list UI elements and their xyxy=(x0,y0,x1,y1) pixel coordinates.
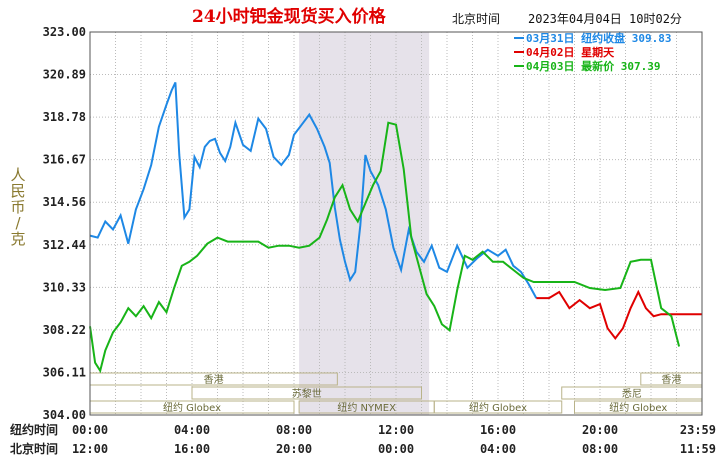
market-band-label: 纽约 Globex xyxy=(609,401,667,414)
x-tick-bj: 12:00 xyxy=(72,442,108,456)
x-tick-ny: 20:00 xyxy=(582,423,618,437)
x-tick-ny: 00:00 xyxy=(72,423,108,437)
y-axis-ticks: 323.00 320.89 318.78 316.67 314.56 312.44 310.… xyxy=(43,25,86,422)
series-line xyxy=(89,121,681,374)
x-tick-ny: 16:00 xyxy=(480,423,516,437)
series-line xyxy=(536,289,702,341)
legend-entry: 04月03日 最新价 307.39 xyxy=(526,59,660,73)
bj-time-row-label: 北京时间 xyxy=(10,441,58,456)
y-tick-label: 323.00 xyxy=(43,25,86,39)
x-tick-ny: 23:59 xyxy=(680,423,716,437)
y-tick-label: 304.00 xyxy=(43,408,86,422)
market-band-label: 香港 xyxy=(204,374,224,386)
y-label-char: / xyxy=(15,214,21,232)
y-tick-label: 316.67 xyxy=(43,153,86,167)
market-band-label: 悉尼 xyxy=(622,388,642,400)
x-tick-bj: 16:00 xyxy=(174,442,210,456)
x-tick-bj: 08:00 xyxy=(582,442,618,456)
time-zone-label: 北京时间 xyxy=(452,12,500,26)
x-tick-bj: 04:00 xyxy=(480,442,516,456)
x-tick-ny: 08:00 xyxy=(276,423,312,437)
plot-frame xyxy=(89,31,703,416)
legend-entry: 04月02日 星期天 xyxy=(526,45,615,59)
y-label-char: 克 xyxy=(10,230,25,248)
market-band-label: 苏黎世 xyxy=(292,387,322,400)
y-tick-label: 320.89 xyxy=(43,68,86,82)
price-series xyxy=(89,81,702,374)
x-tick-ny: 04:00 xyxy=(174,423,210,437)
y-tick-label: 310.33 xyxy=(43,280,86,294)
x-tick-bj: 00:00 xyxy=(378,442,414,456)
market-band-label: 香港 xyxy=(661,374,681,386)
x-axis-ticks: 00:00 04:00 08:00 12:00 16:00 20:00 23:59 12:00… xyxy=(72,423,716,456)
y-tick-label: 314.56 xyxy=(43,195,86,209)
market-band-label: 纽约 Globex xyxy=(163,401,221,414)
legend-entry: 03月31日 纽约收盘 309.83 xyxy=(526,31,671,45)
market-band xyxy=(433,400,563,414)
x-tick-bj: 20:00 xyxy=(276,442,312,456)
market-band-label: 纽约 NYMEX xyxy=(337,401,396,414)
nymex-session-highlight xyxy=(299,32,430,415)
ny-time-row-label: 纽约时间 xyxy=(10,422,58,437)
y-label-char: 币 xyxy=(10,198,25,216)
x-tick-ny: 12:00 xyxy=(378,423,414,437)
timestamp: 2023年04月04日 10时02分 xyxy=(528,12,682,26)
grid-lines xyxy=(89,31,703,416)
y-tick-label: 318.78 xyxy=(43,110,86,124)
y-label-char: 民 xyxy=(10,182,25,200)
x-tick-bj: 11:59 xyxy=(680,442,716,456)
market-band-label: 纽约 Globex xyxy=(469,401,527,414)
y-tick-label: 312.44 xyxy=(43,238,86,252)
market-band xyxy=(191,386,422,400)
series-line xyxy=(89,81,538,299)
y-tick-label: 306.11 xyxy=(43,365,86,379)
chart-title: 24小时钯金现货买入价格 xyxy=(192,6,387,27)
y-tick-label: 308.22 xyxy=(43,323,86,337)
y-label-char: 人 xyxy=(10,166,25,184)
y-axis-label: 人民币/克 xyxy=(10,166,25,248)
